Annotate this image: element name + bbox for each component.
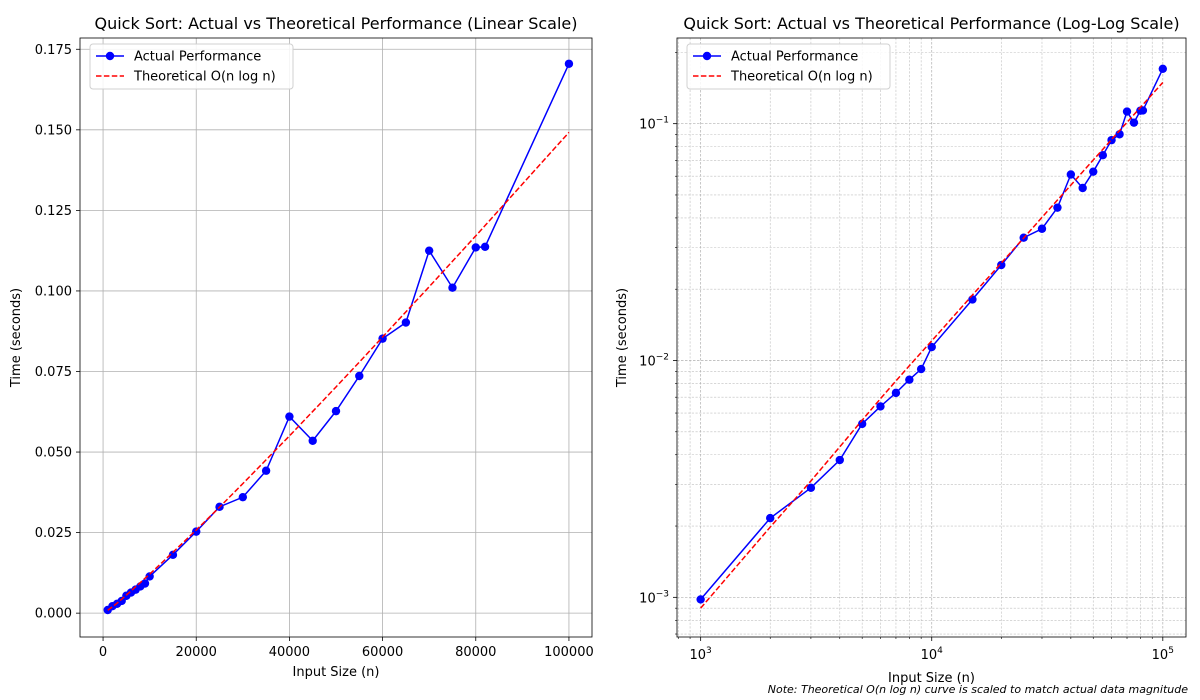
plot-area (696, 64, 1168, 609)
x-tick-label: 60000 (362, 645, 403, 660)
data-point-actual (192, 527, 201, 536)
legend: Actual Performance Theoretical O(n log n) (686, 43, 891, 90)
data-point-actual (448, 283, 457, 292)
y-tick-label: 0.025 (35, 526, 72, 541)
y-tick-label: 0.100 (35, 284, 72, 299)
data-point-actual (238, 492, 248, 502)
data-point-actual (1089, 167, 1098, 176)
ticks: 0 20000 40000 60000 80000 100000 0.000 0.025 0.0… (35, 43, 594, 660)
series-line-theoretical (700, 82, 1164, 609)
data-point-actual (1053, 203, 1062, 212)
legend-marker-actual (105, 51, 115, 61)
legend-label: Actual Performance (134, 50, 261, 65)
series-line-theoretical (107, 131, 570, 611)
data-point-actual (401, 318, 411, 327)
data-point-actual (145, 572, 154, 581)
data-point-actual (308, 436, 317, 445)
y-axis-label: Time (seconds) (615, 288, 630, 388)
y-axis-label: Time (seconds) (9, 288, 24, 388)
grid (80, 38, 592, 637)
chart-title: Quick Sort: Actual vs Theoretical Perfor… (683, 14, 1179, 33)
data-point-actual (285, 412, 294, 421)
series-line-actual (107, 63, 570, 611)
y-tick-label: 0.050 (35, 446, 72, 461)
data-point-actual (1122, 107, 1132, 116)
x-tick-label: 105 (1152, 646, 1174, 663)
x-tick-label: 104 (921, 646, 944, 663)
data-point-actual (1129, 118, 1139, 127)
legend-box (686, 43, 891, 90)
x-tick-label: 40000 (269, 645, 310, 660)
data-point-actual (424, 246, 434, 255)
data-point-actual (997, 260, 1006, 270)
chart-title: Quick Sort: Actual vs Theoretical Perfor… (95, 14, 578, 33)
data-point-actual (696, 595, 705, 604)
y-tick-label: 0.175 (35, 43, 72, 58)
legend-box (89, 43, 294, 90)
data-point-actual (1078, 183, 1087, 193)
data-point-actual (355, 371, 364, 381)
data-point-actual (835, 455, 844, 465)
x-tick-label: 103 (690, 646, 712, 663)
data-point-actual (1098, 150, 1108, 160)
data-point-actual (806, 483, 816, 493)
x-tick-label: 20000 (176, 645, 217, 660)
axes-frame (79, 37, 593, 638)
data-point-actual (168, 550, 178, 560)
x-tick-label: 100000 (544, 645, 594, 660)
y-tick-label: 0.000 (35, 607, 72, 622)
data-point-actual (331, 406, 341, 416)
linear-scale-panel: 0 20000 40000 60000 80000 100000 0.000 0.025 0.0… (9, 14, 594, 680)
x-tick-label: 80000 (455, 645, 496, 660)
data-point-actual (1138, 106, 1148, 115)
x-axis-label: Input Size (n) (888, 671, 975, 686)
legend: Actual Performance Theoretical O(n log n) (89, 43, 294, 90)
log-log-scale-panel: 103 104 105 10−3 10−2 10−1 Quick Sort: Actual … (615, 14, 1187, 686)
y-tick-label: 0.075 (35, 365, 72, 380)
data-point-actual (968, 295, 977, 304)
data-point-actual (480, 242, 490, 251)
data-point-actual (1066, 170, 1076, 179)
data-point-actual (140, 579, 150, 588)
y-tick-label: 0.150 (35, 123, 72, 138)
legend-label: Actual Performance (731, 50, 858, 65)
y-tick-label: 10−3 (639, 589, 669, 606)
y-tick-label: 10−2 (639, 353, 669, 370)
data-point-actual (261, 466, 271, 475)
data-point-actual (471, 243, 480, 252)
y-tick-label: 0.125 (35, 204, 72, 219)
data-point-actual (564, 59, 574, 68)
data-point-actual (876, 402, 885, 411)
data-point-actual (905, 375, 914, 384)
legend-marker-actual (702, 51, 712, 61)
legend-label: Theoretical O(n log n) (730, 70, 873, 85)
data-point-actual (891, 388, 901, 398)
legend-label: Theoretical O(n log n) (133, 70, 276, 85)
plot-area (103, 59, 574, 615)
ticks: 103 104 105 10−3 10−2 10−1 (639, 52, 1174, 663)
y-tick-label: 10−1 (639, 116, 669, 133)
data-point-actual (1158, 64, 1168, 73)
data-point-actual (927, 342, 936, 352)
data-point-actual (766, 513, 775, 523)
footnote: Note: Theoretical O(n log n) curve is sc… (768, 683, 1188, 696)
data-point-actual (1037, 224, 1047, 233)
x-tick-label: 0 (99, 645, 107, 660)
data-point-actual (378, 334, 387, 343)
grid (677, 38, 1186, 637)
data-point-actual (916, 364, 926, 374)
x-axis-label: Input Size (n) (293, 665, 380, 680)
